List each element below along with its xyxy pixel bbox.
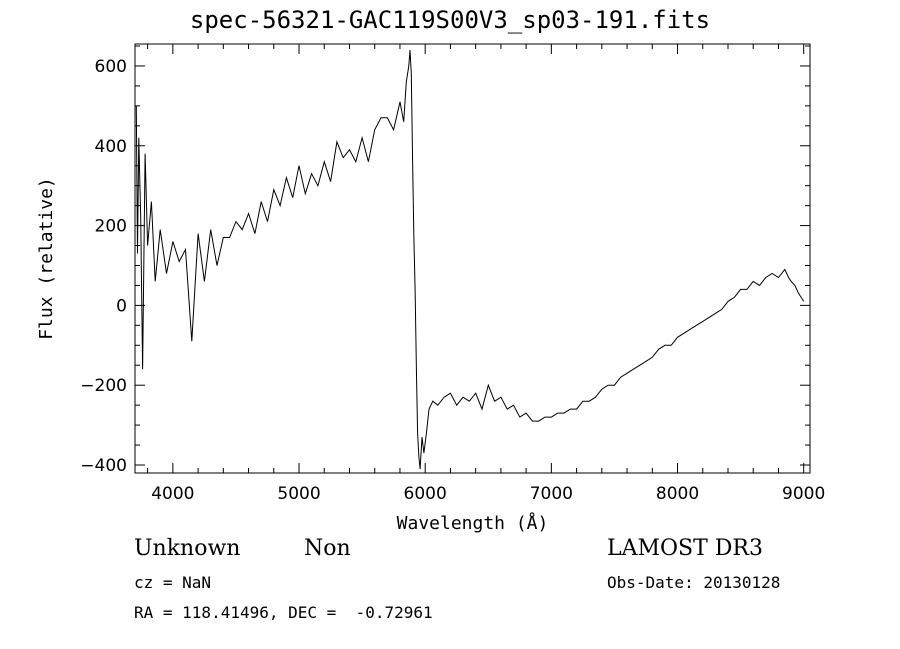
- y-tick-label: 400: [95, 137, 127, 157]
- x-tick-label: 9000: [782, 484, 825, 504]
- x-tick-label: 6000: [404, 484, 447, 504]
- x-tick-label: 7000: [530, 484, 573, 504]
- y-tick-label: −200: [80, 376, 127, 396]
- y-tick-label: 0: [116, 296, 127, 316]
- y-tick-label: −400: [80, 456, 127, 476]
- tick-labels: 4000 5000 6000 7000 8000 9000 −400 −200 0 200 400 6…: [80, 57, 825, 504]
- spectrum-line: [135, 49, 805, 470]
- ra-dec-coordinates: RA = 118.41496, DEC = -0.72961: [134, 603, 433, 622]
- object-class: Unknown: [134, 536, 241, 561]
- x-tick-label: 8000: [656, 484, 699, 504]
- x-axis-label: Wavelength (Å): [397, 512, 549, 534]
- redshift-cz: cz = NaN: [134, 573, 212, 592]
- y-tick-label: 600: [95, 57, 127, 77]
- chart-title: spec-56321-GAC119S00V3_sp03-191.fits: [189, 6, 711, 34]
- axis-ticks: [135, 44, 810, 473]
- y-tick-label: 200: [95, 217, 127, 237]
- y-axis-label: Flux (relative): [36, 177, 57, 340]
- x-tick-label: 5000: [277, 484, 320, 504]
- plot-frame: [134, 43, 811, 474]
- object-subclass: Non: [304, 536, 351, 561]
- survey-name: LAMOST DR3: [607, 536, 763, 561]
- obs-date: Obs-Date: 20130128: [607, 573, 781, 592]
- x-tick-label: 4000: [151, 484, 194, 504]
